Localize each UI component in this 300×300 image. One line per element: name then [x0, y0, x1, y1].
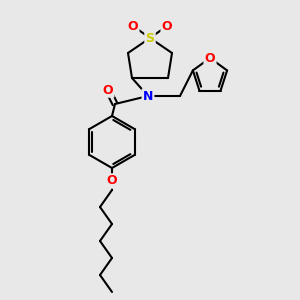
Text: O: O [162, 20, 172, 32]
Text: O: O [205, 52, 215, 64]
Text: S: S [146, 32, 154, 44]
Text: N: N [143, 89, 153, 103]
Text: O: O [107, 175, 117, 188]
Text: O: O [128, 20, 138, 32]
Text: O: O [103, 83, 113, 97]
